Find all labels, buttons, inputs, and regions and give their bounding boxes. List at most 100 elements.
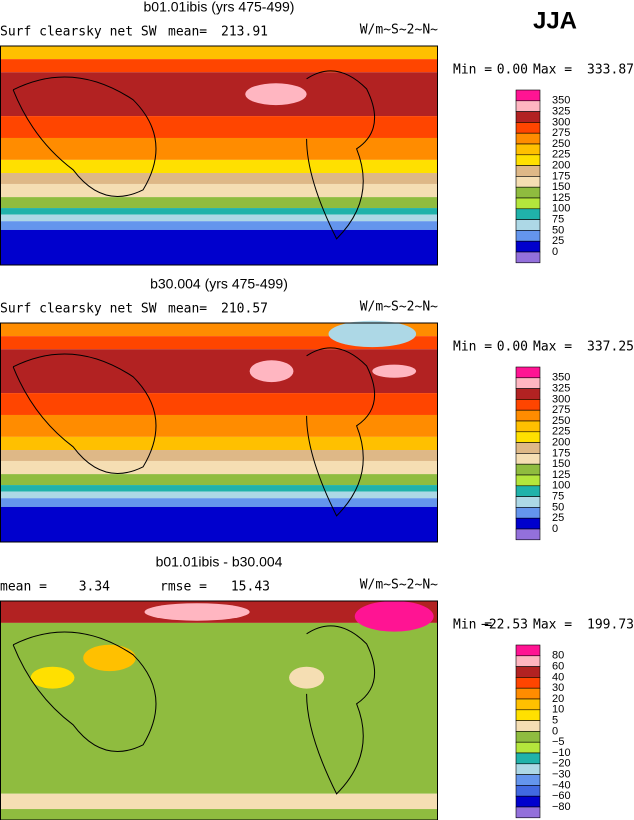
legend-swatch [515, 763, 541, 775]
legend-swatch [515, 474, 541, 487]
legend-swatch [515, 709, 541, 721]
legend-label: 0 [552, 725, 558, 737]
legend-label: 0 [552, 523, 558, 535]
legend-label: 300 [552, 393, 570, 405]
map-band [0, 336, 438, 350]
legend-swatch [515, 442, 541, 454]
legend-label: −80 [552, 801, 571, 813]
legend-label: 0 [552, 246, 558, 258]
max-label: Max = [533, 340, 572, 355]
map-band [0, 229, 438, 265]
map-band [0, 491, 438, 499]
legend-swatch [515, 100, 541, 112]
legend-swatch [515, 420, 541, 433]
season: JJA [533, 7, 577, 34]
legend-swatch [515, 399, 541, 411]
legend-swatch [515, 698, 541, 711]
stat-label: rmse = [160, 580, 207, 595]
legend-label: −5 [552, 736, 565, 748]
map-band [0, 498, 438, 507]
map-region [245, 83, 307, 106]
legend-swatch [515, 741, 541, 754]
legend-label: 225 [552, 149, 570, 161]
legend-swatch [515, 154, 541, 166]
legend-label: 325 [552, 106, 570, 118]
stat-value: 15.43 [231, 580, 270, 595]
legend-swatch [515, 752, 541, 765]
panel-title: b01.01ibis - b30.004 [156, 554, 283, 570]
stat-label: mean= [168, 302, 207, 317]
legend-swatch [515, 785, 541, 797]
legend-label: 250 [552, 415, 570, 427]
coastline [12, 70, 376, 240]
map-band [0, 137, 438, 160]
max-label: Max = [533, 618, 572, 633]
legend-swatch [515, 795, 541, 808]
map-frame [0, 322, 438, 543]
legend-label: 75 [552, 214, 564, 226]
min-label: Min = [453, 618, 492, 633]
map-band [0, 46, 438, 60]
map-band [0, 214, 438, 222]
legend-swatch [515, 230, 541, 242]
legend-swatch [515, 517, 541, 530]
legend-swatch [515, 165, 541, 177]
legend-swatch [515, 720, 541, 732]
legend-swatch [515, 496, 541, 508]
coastline [12, 347, 376, 517]
map-band [0, 323, 438, 337]
units: W/m~S~2~N~ [360, 23, 438, 38]
legend-label: −30 [552, 769, 571, 781]
legend-label: −60 [552, 790, 571, 802]
units: W/m~S~2~N~ [360, 300, 438, 315]
legend-label: 350 [552, 95, 570, 107]
legend-label: −40 [552, 779, 571, 791]
map-band [0, 173, 438, 184]
legend-label: 80 [552, 650, 564, 662]
legend-swatch [515, 240, 541, 253]
max-value: 337.25 [587, 340, 634, 355]
legend-label: 125 [552, 192, 570, 204]
legend-swatch [515, 806, 541, 819]
variable-label: Surf clearsky net SW [0, 25, 157, 40]
map-band [0, 414, 438, 437]
legend-swatch [515, 655, 541, 667]
map-region [328, 320, 417, 348]
panel-title: b30.004 (yrs 475-499) [150, 276, 288, 292]
panel-title: b01.01ibis (yrs 475-499) [144, 0, 295, 15]
legend-swatch [515, 453, 541, 465]
units: W/m~S~2~N~ [360, 578, 438, 593]
legend-label: 150 [552, 181, 570, 193]
legend-label: 175 [552, 447, 570, 459]
legend-label: 30 [552, 682, 564, 694]
stat-value: 213.91 [221, 25, 268, 40]
map-band [0, 460, 438, 475]
legend-label: 300 [552, 116, 570, 128]
stat-label: mean = [0, 580, 47, 595]
map-band [0, 710, 438, 794]
min-label: Min = [453, 340, 492, 355]
map-band [0, 793, 438, 810]
max-value: 199.73 [587, 618, 634, 633]
legend-swatch [515, 677, 541, 689]
legend-swatch [515, 463, 541, 476]
legend-swatch [515, 122, 541, 134]
map-band [0, 485, 438, 492]
legend-label: 20 [552, 693, 564, 705]
map-band [0, 183, 438, 198]
legend-swatch [515, 143, 541, 156]
legend-label: −10 [552, 747, 571, 759]
map-band [0, 450, 438, 461]
legend-swatch [515, 89, 541, 102]
legend-swatch [515, 377, 541, 389]
map-band [0, 59, 438, 73]
legend-swatch [515, 176, 541, 188]
legend-swatch [515, 666, 541, 678]
legend-label: 40 [552, 671, 564, 683]
legend-swatch [515, 197, 541, 210]
legend-swatch [515, 388, 541, 400]
max-label: Max = [533, 63, 572, 78]
legend-label: 100 [552, 203, 570, 215]
legend-label: 25 [552, 235, 564, 247]
